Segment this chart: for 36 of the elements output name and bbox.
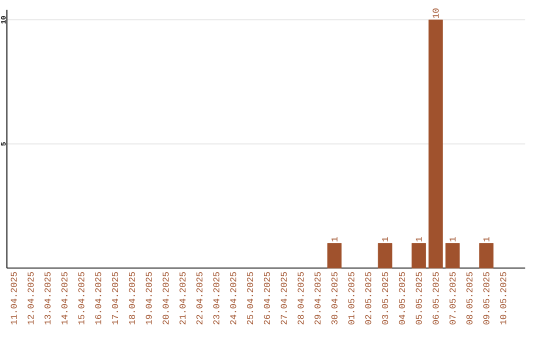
- x-tick-label: 30.04.2025: [331, 272, 338, 325]
- x-tick-label: 02.05.2025: [365, 272, 372, 325]
- x-tick-label: 21.04.2025: [180, 272, 186, 325]
- x-tick-label: 19.04.2025: [146, 272, 152, 325]
- x-tick-label: 04.05.2025: [398, 272, 405, 325]
- x-tick-label: 11.04.2025: [10, 272, 17, 325]
- x-tick-label: 07.05.2025: [450, 272, 456, 325]
- x-tick-label: 05.05.2025: [416, 272, 422, 325]
- x-tick-label: 18.04.2025: [128, 272, 135, 325]
- x-tick-label: 12.04.2025: [28, 272, 34, 325]
- x-tick-label: 06.05.2025: [432, 272, 439, 325]
- x-tick-label: 28.04.2025: [298, 272, 304, 325]
- x-tick-label: 01.05.2025: [348, 272, 354, 325]
- x-tick-label: 13.04.2025: [44, 272, 51, 325]
- data-label: 1: [332, 237, 338, 242]
- x-tick-label: 22.04.2025: [196, 272, 202, 325]
- x-tick-label: 26.04.2025: [264, 272, 270, 325]
- x-tick-label: 14.04.2025: [61, 272, 68, 325]
- x-tick-label: 08.05.2025: [466, 272, 472, 325]
- x-tick-label: 03.05.2025: [382, 272, 388, 325]
- x-tick-label: 25.04.2025: [247, 272, 254, 325]
- x-tick-label: 15.04.2025: [78, 272, 84, 325]
- data-label: 1: [450, 237, 456, 242]
- x-tick-label: 29.04.2025: [314, 272, 321, 325]
- x-tick-label: 23.04.2025: [213, 272, 220, 325]
- x-tick-label: 09.05.2025: [483, 272, 490, 325]
- data-label: 1: [483, 237, 490, 242]
- x-tick-label: 24.04.2025: [230, 272, 236, 325]
- data-label: 1: [416, 237, 422, 242]
- data-label: 1: [382, 237, 388, 242]
- x-tick-label: 17.04.2025: [112, 272, 118, 325]
- data-label: 10: [432, 8, 439, 18]
- x-tick-label: 27.04.2025: [280, 272, 287, 325]
- x-tick-label: 20.04.2025: [162, 272, 169, 325]
- x-tick-label: 10.05.2025: [500, 272, 506, 325]
- x-tick-label: 16.04.2025: [95, 272, 102, 325]
